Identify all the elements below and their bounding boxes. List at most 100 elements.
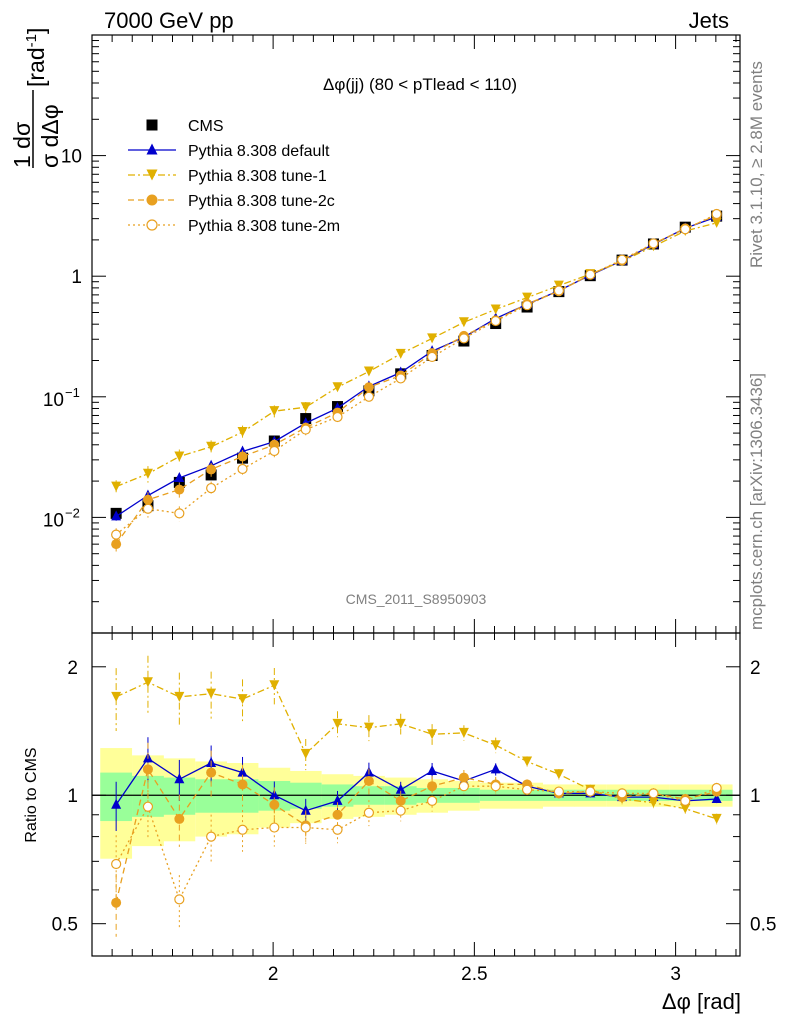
ratio-point <box>142 764 153 775</box>
data-point <box>111 510 122 521</box>
legend-label: Pythia 8.308 tune-2m <box>188 218 340 235</box>
x-tick-label: 3 <box>670 964 681 985</box>
ratio-point <box>269 789 280 800</box>
ratio-point <box>300 748 311 759</box>
ratio-y-tick-label-right: 0.5 <box>750 915 776 936</box>
ratio-point <box>648 788 659 799</box>
ratio-ylabel: Ratio to CMS <box>23 747 40 842</box>
data-point <box>332 382 343 393</box>
analysis-id: CMS_2011_S8950903 <box>346 591 487 607</box>
ratio-line <box>115 785 717 902</box>
ratio-point <box>269 822 280 833</box>
x-tick-label: 2.5 <box>461 964 487 985</box>
data-point <box>680 224 691 235</box>
data-point <box>648 238 659 249</box>
legend: CMS Pythia 8.308 default Pythia 8.308 tune… <box>128 118 340 235</box>
data-point <box>711 208 722 220</box>
ratio-point <box>237 694 248 705</box>
ratio-point <box>458 781 469 792</box>
ratio-point <box>395 783 406 794</box>
y-tick-exponent: −2 <box>65 505 80 520</box>
ratio-point <box>332 718 343 729</box>
ratio-point <box>711 813 722 824</box>
data-point <box>269 406 280 417</box>
ratio-point <box>111 798 122 809</box>
y-tick-label: 10 <box>43 390 64 411</box>
ratio-point <box>237 766 248 777</box>
data-point <box>174 451 185 462</box>
data-point <box>522 292 533 303</box>
ratio-point <box>332 809 343 820</box>
data-point <box>363 391 375 402</box>
ratio-point <box>427 781 438 792</box>
data-point <box>427 333 438 344</box>
ratio-point <box>427 764 438 775</box>
legend-marker <box>146 119 158 131</box>
ratio-point <box>332 794 343 805</box>
ratio-point <box>300 804 311 815</box>
data-point <box>237 451 248 462</box>
ratio-point <box>648 797 659 808</box>
legend-marker <box>146 169 158 181</box>
legend-label: Pythia 8.308 default <box>188 143 330 160</box>
ratio-point <box>427 729 438 740</box>
ratio-point <box>553 769 564 780</box>
series-line <box>115 214 717 545</box>
legend-label: Pythia 8.308 tune-2c <box>188 193 335 210</box>
ratio-point <box>490 763 501 774</box>
ratio-point <box>490 740 501 751</box>
data-point <box>553 285 564 296</box>
ratio-y-tick-label-right: 2 <box>750 658 761 679</box>
ylabel-num: 1 dσ <box>9 122 35 168</box>
ratio-series-pythia-8-308-tune-2m <box>111 778 722 928</box>
series-pythia-8-308-tune-2m <box>111 208 722 542</box>
ratio-line <box>115 681 717 820</box>
data-point <box>300 424 311 435</box>
ratio-point <box>395 718 406 729</box>
ylabel-unit-exp: -1 <box>23 34 40 47</box>
ratio-point <box>490 781 501 792</box>
data-point <box>142 503 154 514</box>
ylabel-den: σ dΔφ <box>37 104 63 168</box>
ratio-frame <box>91 632 741 957</box>
ratio-point <box>174 691 185 702</box>
data-point <box>237 427 248 438</box>
ratio-point <box>142 677 153 688</box>
data-point <box>395 348 406 359</box>
data-point <box>363 366 374 377</box>
ratio-point <box>680 795 691 806</box>
ratio-point <box>363 775 374 786</box>
legend-marker <box>146 143 158 155</box>
ratio-point <box>237 824 248 835</box>
ratio-point <box>111 858 122 870</box>
legend-marker <box>146 194 158 206</box>
ratio-point <box>553 786 564 797</box>
ratio-y-tick-label-right: 1 <box>750 786 761 807</box>
data-point <box>174 508 185 519</box>
y-tick-exponent: −1 <box>65 385 80 400</box>
data-point <box>111 539 122 550</box>
header-right: Jets <box>689 8 729 33</box>
data-point <box>395 373 406 384</box>
series-pythia-8-308-tune-2c <box>111 210 722 552</box>
header-left: 7000 GeV pp <box>104 8 234 33</box>
main-title: Δφ(jj) (80 < pTlead < 110) <box>323 75 517 94</box>
data-point <box>174 472 185 483</box>
ratio-point <box>237 779 248 790</box>
data-point <box>269 445 280 457</box>
data-point <box>237 463 248 475</box>
ylabel-unit-end: ] <box>23 28 49 34</box>
y-tick-label: 10 <box>43 510 64 531</box>
ratio-point <box>585 786 596 797</box>
ratio-point <box>458 772 469 783</box>
data-point <box>206 441 217 452</box>
ratio-point <box>269 799 280 810</box>
ratio-point <box>300 822 311 833</box>
data-point <box>585 269 596 280</box>
ratio-point <box>174 813 185 824</box>
ratio-point <box>111 897 122 908</box>
ratio-point <box>111 691 122 702</box>
ratio-point <box>680 803 691 814</box>
rivet-label: Rivet 3.1.10, ≥ 2.8M events <box>747 61 766 268</box>
